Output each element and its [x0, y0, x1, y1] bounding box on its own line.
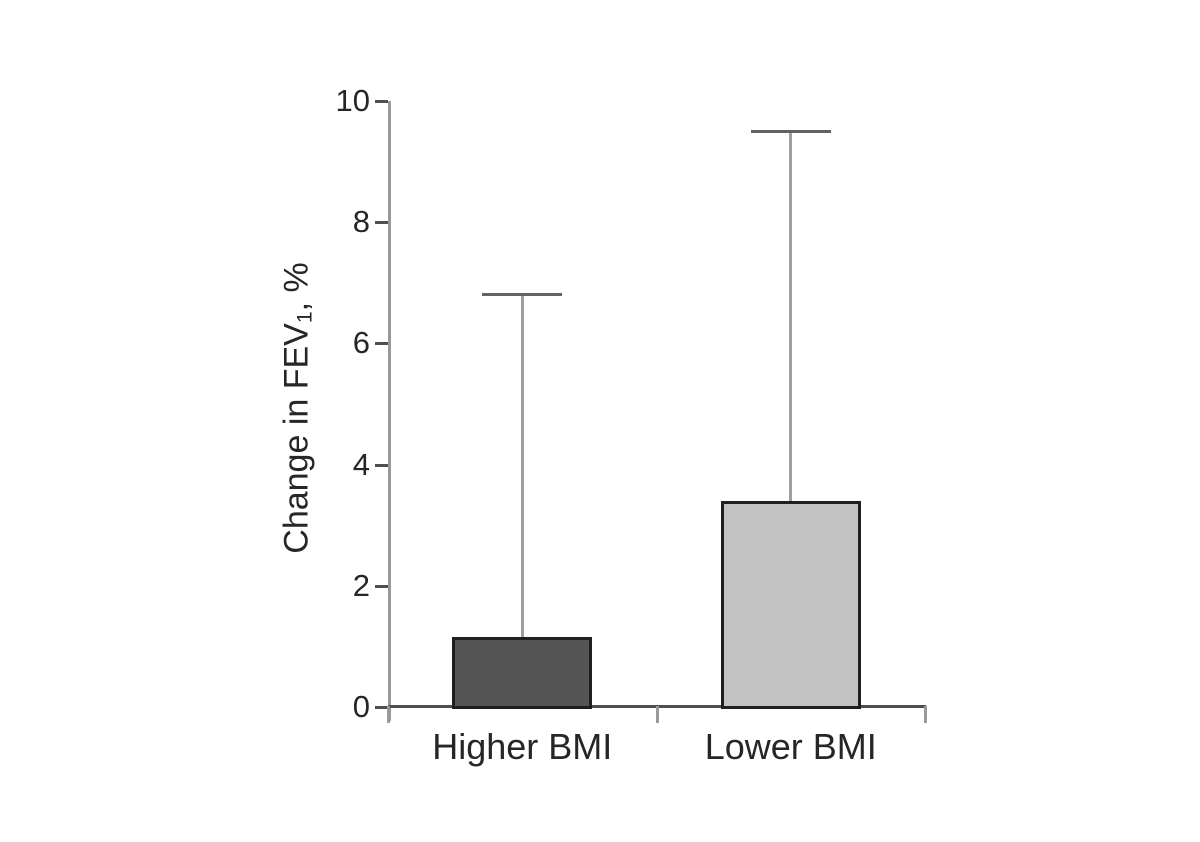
y-axis-line — [388, 101, 391, 721]
y-tick-label: 10 — [335, 83, 370, 118]
y-tick — [375, 221, 388, 225]
y-tick-label: 0 — [352, 689, 370, 724]
y-tick — [375, 706, 388, 709]
x-tick — [387, 706, 390, 723]
y-tick-label: 2 — [352, 567, 370, 603]
y-axis-title: Change in FEV1, % — [278, 262, 317, 553]
y-tick-label: 4 — [352, 446, 370, 482]
bar — [720, 500, 861, 709]
y-tick-label: 6 — [352, 325, 370, 361]
y-tick — [375, 100, 388, 103]
y-tick-label: 8 — [352, 204, 370, 240]
y-tick — [375, 463, 388, 467]
x-tick — [655, 706, 659, 723]
category-label: Higher BMI — [432, 726, 613, 767]
error-bar-stem — [520, 294, 524, 641]
error-bar-cap — [482, 293, 563, 297]
error-bar-cap — [750, 129, 831, 133]
category-label: Lower BMI — [704, 726, 877, 767]
y-axis-title-suffix: , % — [277, 262, 316, 312]
x-tick — [924, 706, 927, 723]
y-axis-title-subscript: 1 — [293, 311, 317, 324]
y-tick — [375, 342, 388, 346]
y-tick — [375, 584, 388, 588]
bar — [452, 637, 593, 709]
error-bar-stem — [789, 131, 793, 504]
